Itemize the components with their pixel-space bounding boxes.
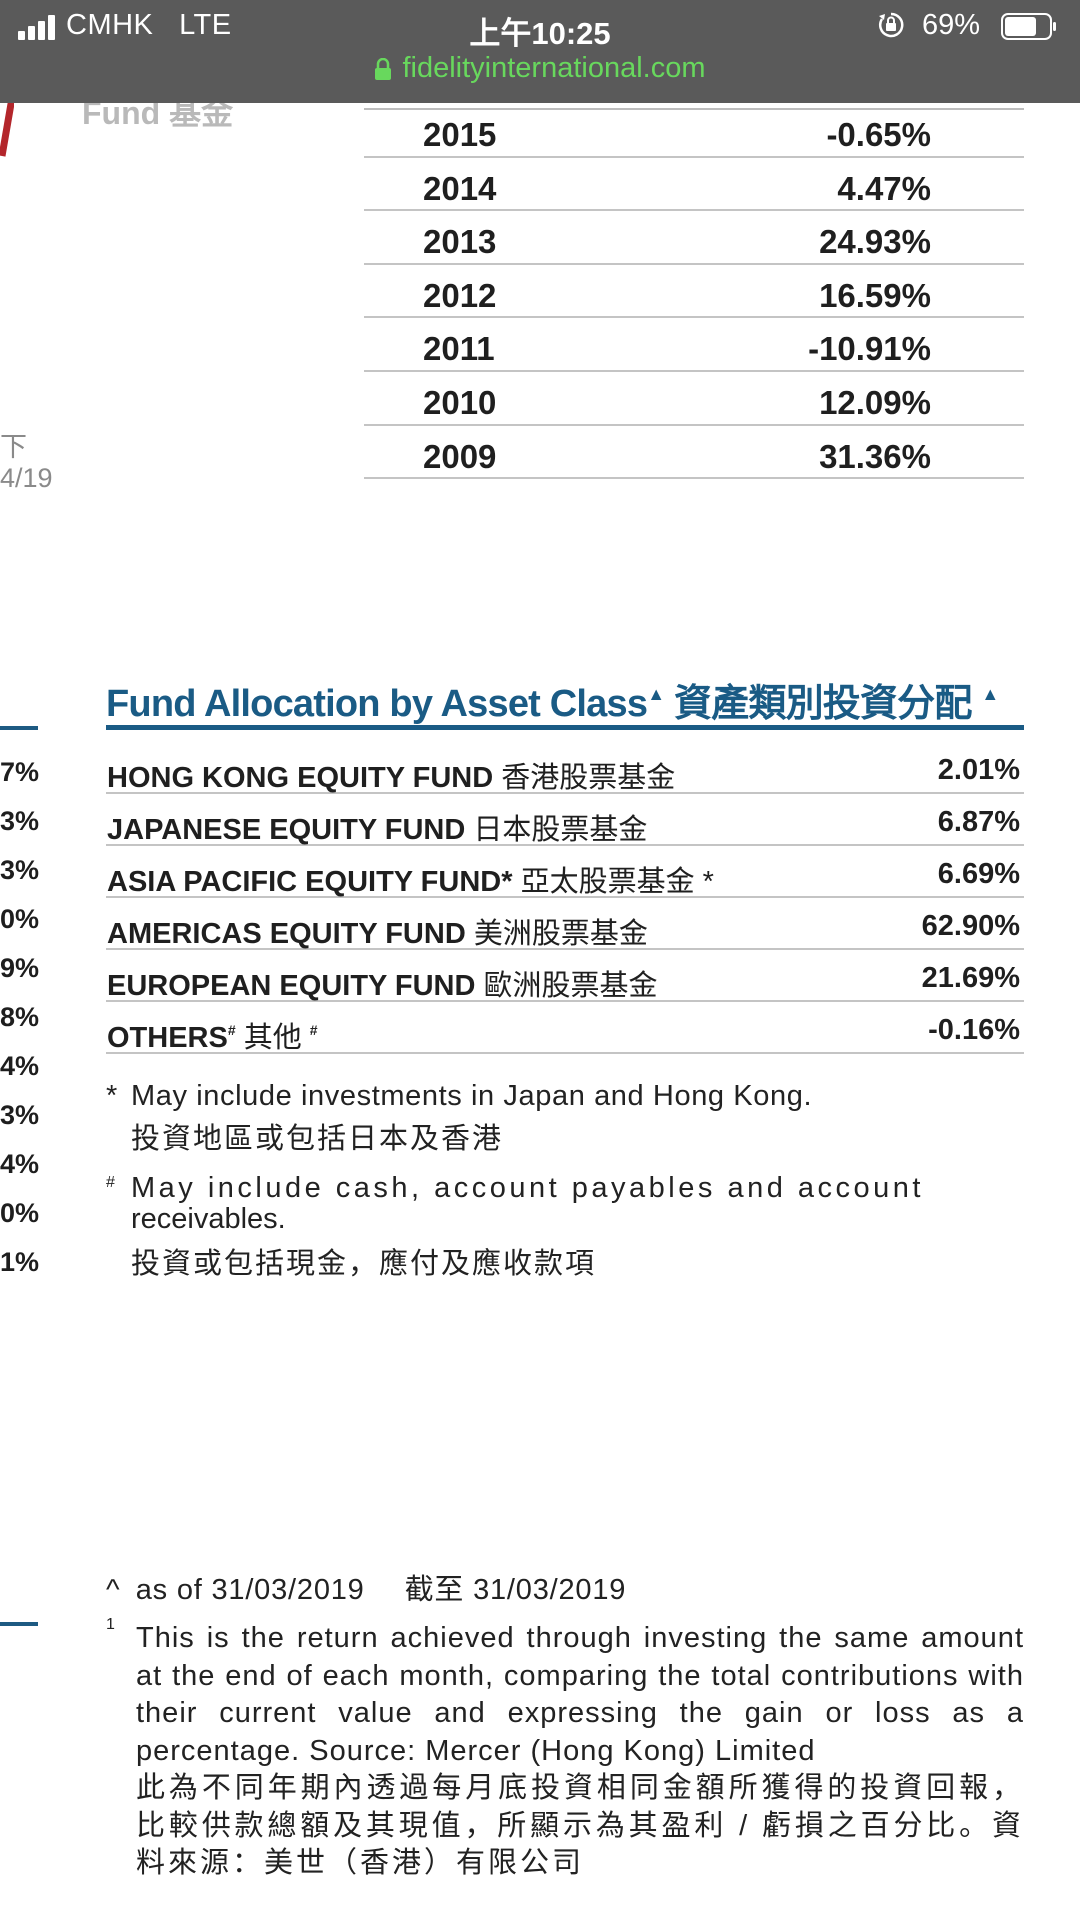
- allocation-heading-zh: 資產類別投資分配: [673, 683, 972, 725]
- left-percent: 1%: [0, 1247, 40, 1277]
- left-percent: 9%: [0, 953, 40, 983]
- footnote-text-en: This is the return achieved through inve…: [136, 1622, 1024, 1767]
- table-row: 2012 16.59%: [364, 265, 1024, 319]
- status-time: 上午10:25: [469, 16, 611, 51]
- note-text-zh: 投資地區或包括日本及香港: [131, 1123, 504, 1155]
- table-row: 2011 -10.91%: [364, 318, 1024, 372]
- note-text-en: May include investments in Japan and Hon…: [131, 1080, 813, 1112]
- carrier-label: CMHK LTE: [66, 9, 232, 41]
- fund-name: JAPANESE EQUITY FUND 日本股票基金: [107, 814, 648, 846]
- allocation-heading-en: Fund Allocation by Asset Class: [106, 683, 648, 725]
- return-cell: -10.91%: [808, 330, 931, 368]
- return-cell: -0.65%: [826, 116, 931, 153]
- left-percent: 0%: [0, 904, 40, 934]
- allocation-table: HONG KONG EQUITY FUND 香港股票基金 2.01% JAPAN…: [106, 742, 1024, 1054]
- left-percent: 3%: [0, 1100, 40, 1130]
- chart-line-fragment: [0, 98, 14, 157]
- triangle-icon: ▲: [981, 684, 999, 704]
- address-bar[interactable]: fidelityinternational.com: [0, 52, 1080, 92]
- return-cell: 31.36%: [819, 437, 931, 475]
- table-row: 2014 4.47%: [364, 158, 1024, 212]
- return-cell: 4.47%: [837, 169, 931, 207]
- note-mark: *: [106, 1080, 118, 1112]
- browser-top-bar: CMHK LTE 上午10:25 69% fidelityinternation…: [0, 0, 1080, 103]
- fund-percentage: 6.69%: [937, 858, 1020, 890]
- fund-name: EUROPEAN EQUITY FUND 歐洲股票基金: [107, 970, 658, 1002]
- orientation-lock-icon: [879, 12, 904, 38]
- table-row: EUROPEAN EQUITY FUND 歐洲股票基金 21.69%: [106, 950, 1024, 1002]
- fund-percentage: 21.69%: [921, 962, 1020, 994]
- fund-percentage: -0.16%: [928, 1014, 1020, 1046]
- fund-name: HONG KONG EQUITY FUND 香港股票基金: [107, 762, 676, 794]
- note-text-zh: 投資或包括現金，應付及應收款項: [131, 1248, 597, 1280]
- padlock-icon: [375, 57, 392, 80]
- allocation-heading: Fund Allocation by Asset Class▲ 資產類別投資分配…: [106, 672, 999, 727]
- note-mark: #: [106, 1174, 115, 1191]
- year-cell: 2012: [423, 276, 497, 314]
- fund-percentage: 6.87%: [937, 806, 1020, 838]
- network-label: LTE: [179, 9, 232, 41]
- return-cell: 16.59%: [819, 276, 931, 314]
- note-text-en: receivables.: [131, 1203, 286, 1235]
- table-row: JAPANESE EQUITY FUND 日本股票基金 6.87%: [106, 794, 1024, 846]
- fund-name: ASIA PACIFIC EQUITY FUND* 亞太股票基金 *: [107, 866, 714, 898]
- left-text-fragment: 下: [0, 432, 27, 462]
- fund-percentage: 2.01%: [937, 754, 1020, 786]
- note-text-en: May include cash, account payables and a…: [131, 1172, 924, 1204]
- table-row: 2010 12.09%: [364, 372, 1024, 426]
- year-cell: 2015: [423, 116, 497, 153]
- url-domain: fidelityinternational.com: [402, 52, 706, 84]
- battery-percent: 69%: [922, 9, 981, 41]
- left-percent: 0%: [0, 1198, 40, 1228]
- year-cell: 2014: [423, 169, 497, 207]
- table-row: 2009 31.36%: [364, 426, 1024, 480]
- table-row: ASIA PACIFIC EQUITY FUND* 亞太股票基金 * 6.69%: [106, 846, 1024, 898]
- left-percent: 3%: [0, 806, 40, 836]
- fund-column-label: Fund 基金: [82, 95, 234, 131]
- table-row: OTHERS# 其他 # -0.16%: [106, 1002, 1024, 1054]
- fund-percentage: 62.90%: [921, 910, 1020, 942]
- table-row: 2015 -0.65%: [364, 104, 1024, 158]
- footnote-mark: 1: [106, 1616, 115, 1633]
- left-percent: 8%: [0, 1002, 40, 1032]
- year-cell: 2013: [423, 223, 497, 261]
- status-bar: CMHK LTE 上午10:25 69%: [0, 0, 1080, 54]
- table-row: AMERICAS EQUITY FUND 美洲股票基金 62.90%: [106, 898, 1024, 950]
- footnote-text-zh: 此為不同年期內透過每月底投資相同金額所獲得的投資回報，比較供款總額及其現值，所顯…: [136, 1772, 1024, 1879]
- table-top-rule: [364, 108, 1024, 110]
- year-cell: 2009: [423, 437, 497, 475]
- left-percent: 4%: [0, 1051, 40, 1081]
- annual-returns-table: 2015 -0.65% 2014 4.47% 2013 24.93% 2012 16.5…: [364, 104, 1024, 480]
- allocation-rule: [106, 725, 1024, 730]
- year-cell: 2010: [423, 383, 497, 421]
- battery-icon: [1001, 13, 1056, 40]
- table-row: HONG KONG EQUITY FUND 香港股票基金 2.01%: [106, 742, 1024, 794]
- fund-name: AMERICAS EQUITY FUND 美洲股票基金: [107, 918, 648, 950]
- left-percent: 3%: [0, 855, 40, 885]
- return-cell: 12.09%: [819, 383, 931, 421]
- triangle-icon: ▲: [647, 684, 665, 704]
- left-percent: 7%: [0, 757, 40, 787]
- as-of-date: ^ as of 31/03/2019 截至 31/03/2019: [106, 1574, 627, 1606]
- left-divider: [0, 726, 38, 730]
- signal-strength-icon: [18, 14, 60, 40]
- year-cell: 2011: [423, 330, 495, 368]
- fund-name: OTHERS# 其他 #: [107, 1022, 318, 1054]
- return-cell: 24.93%: [819, 223, 931, 261]
- left-percent: 4%: [0, 1149, 40, 1179]
- left-date-fragment: 4/19: [0, 463, 53, 493]
- left-divider: [0, 1622, 38, 1626]
- table-row: 2013 24.93%: [364, 211, 1024, 265]
